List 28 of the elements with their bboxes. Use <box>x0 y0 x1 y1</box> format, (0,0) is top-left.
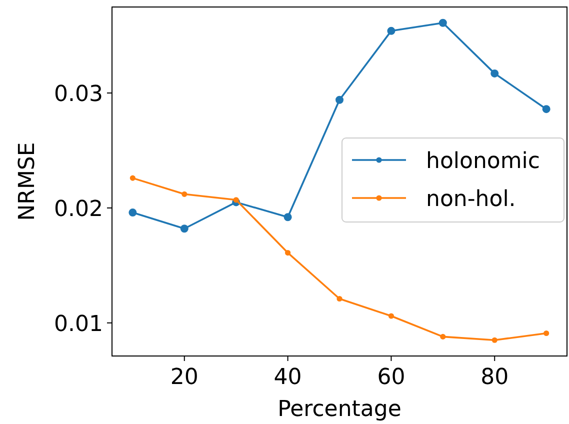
y-axis-title: NRMSE <box>15 142 40 221</box>
x-tick-label: 80 <box>480 365 509 390</box>
point <box>438 18 447 27</box>
y-tick-label: 0.02 <box>54 196 103 222</box>
point <box>542 105 550 114</box>
point <box>180 224 188 233</box>
point <box>336 296 342 302</box>
point <box>128 208 137 217</box>
legend-label: holonomic <box>426 149 540 174</box>
point <box>544 330 550 336</box>
point <box>336 96 344 104</box>
point <box>388 313 394 319</box>
point <box>284 213 292 222</box>
legend-label: non-hol. <box>426 187 516 212</box>
point <box>284 250 291 256</box>
x-tick-label: 40 <box>274 365 302 390</box>
point <box>387 26 396 35</box>
x-tick-label: 20 <box>170 365 198 390</box>
point <box>130 175 136 181</box>
x-axis-title: Percentage <box>278 397 402 422</box>
point <box>492 337 498 343</box>
point <box>490 69 499 78</box>
point <box>440 334 446 340</box>
y-tick-label: 0.03 <box>54 82 103 107</box>
point <box>182 191 188 197</box>
point <box>233 197 239 203</box>
x-tick-label: 60 <box>377 365 406 390</box>
y-tick-label: 0.01 <box>54 312 103 337</box>
